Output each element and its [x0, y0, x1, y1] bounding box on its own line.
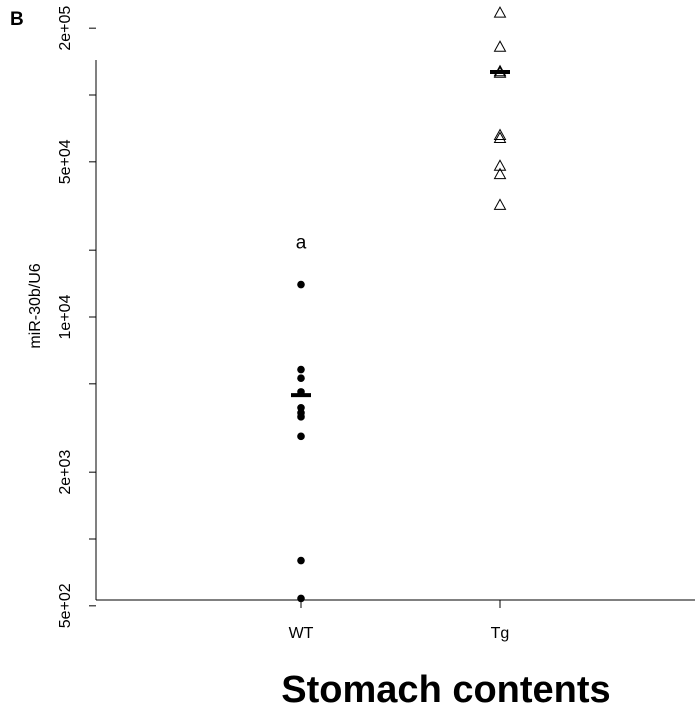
data-point-wt [297, 374, 305, 383]
x-axis: WT Tg [96, 599, 695, 642]
y-tick-label: 5e+04 [57, 139, 74, 184]
y-tick-label: 2e+03 [57, 450, 74, 495]
panel-label: B [10, 9, 24, 30]
data-point-tg [493, 167, 507, 180]
data-point-tg [493, 198, 507, 210]
data-point-wt [297, 556, 305, 565]
data-point-wt [297, 365, 305, 374]
y-tick-label: 5e+02 [57, 583, 74, 628]
data-point-tg [493, 6, 507, 18]
data-point-wt [297, 280, 305, 289]
data-point-wt [297, 432, 305, 441]
data-point-tg [493, 131, 507, 144]
significance-letter-wt: a [296, 233, 307, 254]
x-axis-title: Stomach contents [281, 669, 610, 706]
data-point-wt [297, 413, 305, 421]
x-ticks: WT Tg [289, 600, 510, 642]
data-point-tg [493, 40, 507, 52]
data-point-wt [297, 594, 305, 603]
data-point-tg [493, 159, 507, 171]
data-points: ab [291, 6, 510, 603]
y-tick-label: 1e+04 [57, 294, 74, 339]
y-ticks: 5e+02 2e+03 1e+04 5e+04 2e+05 [57, 6, 96, 628]
data-point-tg [493, 128, 507, 141]
y-axis: 5e+02 2e+03 1e+04 5e+04 2e+05 [57, 6, 97, 628]
y-tick-label: 2e+05 [57, 6, 74, 51]
y-axis-title: miR-30b/U6 [27, 263, 44, 348]
x-tick-label: WT [289, 625, 314, 642]
x-tick-label: Tg [491, 625, 510, 642]
